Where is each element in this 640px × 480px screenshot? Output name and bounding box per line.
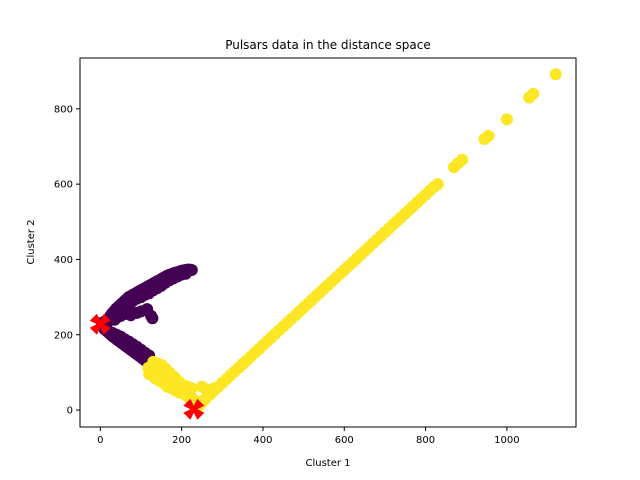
point-cluster-1 [431, 178, 444, 191]
point-cluster-1 [549, 68, 562, 81]
point-cluster-1 [208, 382, 221, 395]
x-tick-label: 600 [335, 435, 354, 446]
y-tick-label: 600 [54, 180, 73, 191]
x-tick-label: 800 [416, 435, 435, 446]
plot-area [89, 68, 562, 420]
y-tick-label: 800 [54, 104, 73, 115]
point-cluster-1 [456, 153, 469, 166]
point-cluster-1 [183, 392, 196, 405]
x-tick-label: 400 [253, 435, 272, 446]
y-axis-label: Cluster 2 [26, 219, 37, 264]
plot-frame [79, 57, 577, 428]
point-cluster-1 [181, 380, 194, 393]
x-tick-label: 1000 [494, 435, 519, 446]
axes: 0 200 400 600 800 1000 0 200 400 600 800 [54, 104, 520, 446]
point-cluster-1 [482, 129, 495, 142]
centroid-marker-1 [183, 398, 205, 420]
point-cluster-0 [179, 267, 192, 280]
y-tick-label: 0 [67, 406, 73, 417]
y-tick-label: 200 [54, 330, 73, 341]
y-tick-label: 400 [54, 255, 73, 266]
chart-title: Pulsars data in the distance space [225, 38, 431, 52]
centroid-marker-0 [89, 313, 111, 335]
x-tick-label: 200 [172, 435, 191, 446]
x-axis-label: Cluster 1 [305, 458, 350, 469]
point-cluster-1 [500, 113, 513, 126]
point-cluster-0 [141, 303, 154, 316]
point-cluster-0 [108, 313, 121, 326]
point-cluster-1 [527, 87, 540, 100]
x-tick-label: 0 [97, 435, 103, 446]
point-cluster-0 [146, 312, 159, 325]
